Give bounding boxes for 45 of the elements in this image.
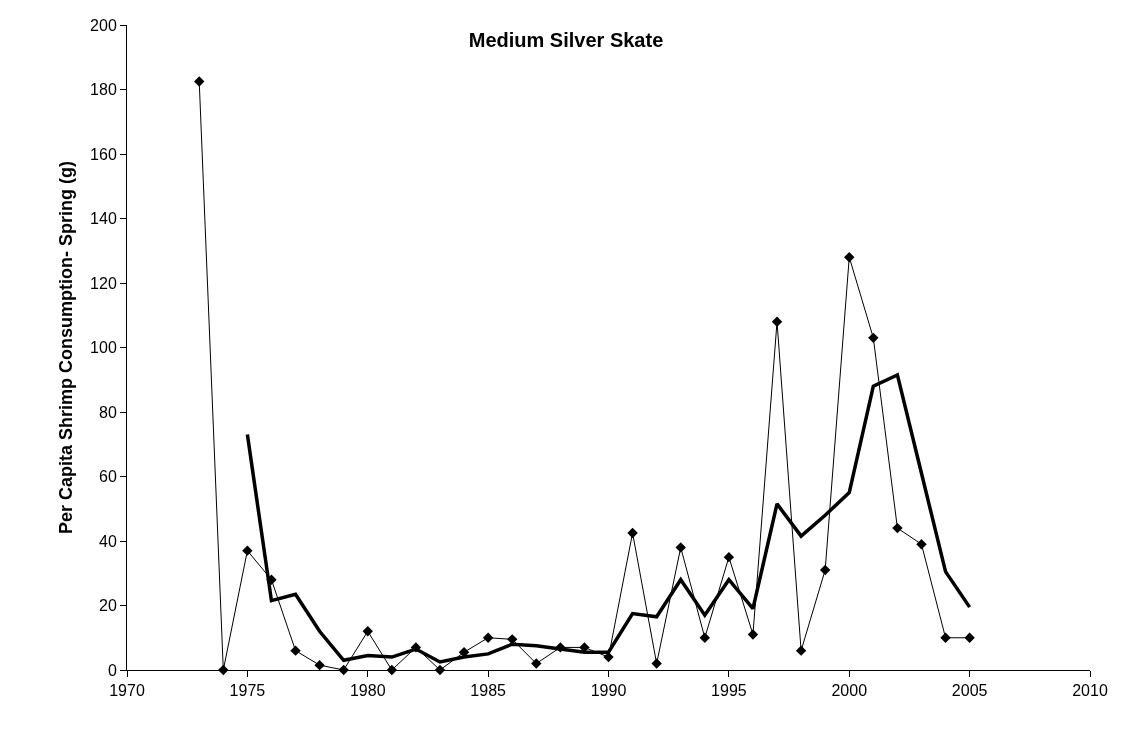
point: [314, 659, 325, 671]
y-tick-label: 20: [99, 597, 117, 615]
chart-title: Medium Silver Skate: [468, 29, 664, 52]
x-tick-label: 1990: [590, 682, 627, 700]
point: [844, 252, 855, 263]
point: [819, 564, 831, 576]
point: [362, 626, 373, 637]
point: [290, 645, 301, 656]
point: [723, 551, 735, 563]
point: [916, 539, 927, 550]
y-tick-label: 100: [90, 339, 117, 357]
point: [482, 632, 494, 643]
x-tick-label: 1985: [470, 682, 507, 700]
point: [892, 522, 903, 534]
point: [940, 632, 951, 643]
point: [868, 332, 879, 344]
y-tick-label: 80: [99, 403, 117, 421]
y-axis-title: Per Capita Shrimp Consumption- Spring (g): [56, 161, 77, 534]
x-tick-label: 1995: [711, 682, 747, 700]
x-tick-label: 2005: [951, 682, 988, 700]
point: [771, 316, 783, 327]
point: [651, 658, 662, 669]
point: [242, 545, 253, 556]
x-tick-label: 2000: [831, 682, 868, 700]
y-tick-label: 160: [90, 145, 117, 163]
point: [699, 632, 710, 643]
x-tick-label: 2010: [1072, 682, 1108, 700]
point: [194, 76, 205, 87]
y-tick-label: 140: [90, 210, 117, 228]
x-tick-label: 1980: [349, 682, 386, 700]
y-tick-label: 40: [99, 532, 117, 550]
y-tick-label: 0: [107, 661, 117, 679]
y-tick-label: 180: [90, 81, 117, 99]
point: [747, 629, 759, 640]
point: [964, 632, 975, 643]
point: [675, 542, 686, 553]
point: [627, 527, 638, 539]
point: [434, 664, 446, 676]
y-tick-label: 200: [90, 16, 117, 34]
x-tick-label: 1975: [229, 682, 266, 700]
point: [795, 645, 807, 656]
y-tick-label: 120: [90, 274, 117, 292]
point: [531, 658, 542, 669]
x-tick-label: 1970: [109, 682, 145, 700]
y-tick-label: 60: [99, 468, 117, 486]
